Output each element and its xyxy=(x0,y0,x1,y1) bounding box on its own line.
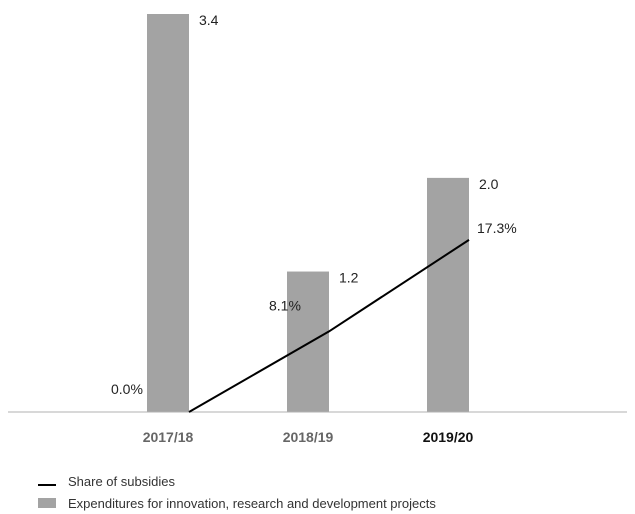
x-tick-label-2019-20: 2019/20 xyxy=(423,429,474,445)
x-tick-label-2017-18: 2017/18 xyxy=(143,429,194,445)
legend-line-swatch xyxy=(38,483,56,486)
line-value-label-2017-18: 0.0% xyxy=(111,381,143,397)
share-of-subsidies-line xyxy=(188,239,470,413)
legend: Share of subsidies Expenditures for inno… xyxy=(38,470,436,514)
bar-2019-20 xyxy=(427,177,469,412)
legend-label-expenditures: Expenditures for innovation, research an… xyxy=(68,495,436,511)
chart: 3.4 1.2 2.0 0.0% 8.1% 17.3% 2017/18 2018/19 2019… xyxy=(8,12,627,445)
legend-bar-swatch xyxy=(38,498,56,508)
bar-value-label-2018-19: 1.2 xyxy=(339,270,359,286)
legend-label-share-of-subsidies: Share of subsidies xyxy=(68,473,175,489)
bar-value-label-2017-18: 3.4 xyxy=(199,12,219,28)
x-tick-label-2018-19: 2018/19 xyxy=(283,429,334,445)
line-value-label-2018-19: 8.1% xyxy=(269,297,301,313)
line-value-label-2019-20: 17.3% xyxy=(477,220,517,236)
bar-2017-18 xyxy=(147,14,189,412)
bar-value-label-2019-20: 2.0 xyxy=(479,176,499,192)
legend-item-expenditures: Expenditures for innovation, research an… xyxy=(38,492,436,514)
legend-item-share-of-subsidies: Share of subsidies xyxy=(38,470,436,492)
bar-2018-19 xyxy=(287,271,329,412)
